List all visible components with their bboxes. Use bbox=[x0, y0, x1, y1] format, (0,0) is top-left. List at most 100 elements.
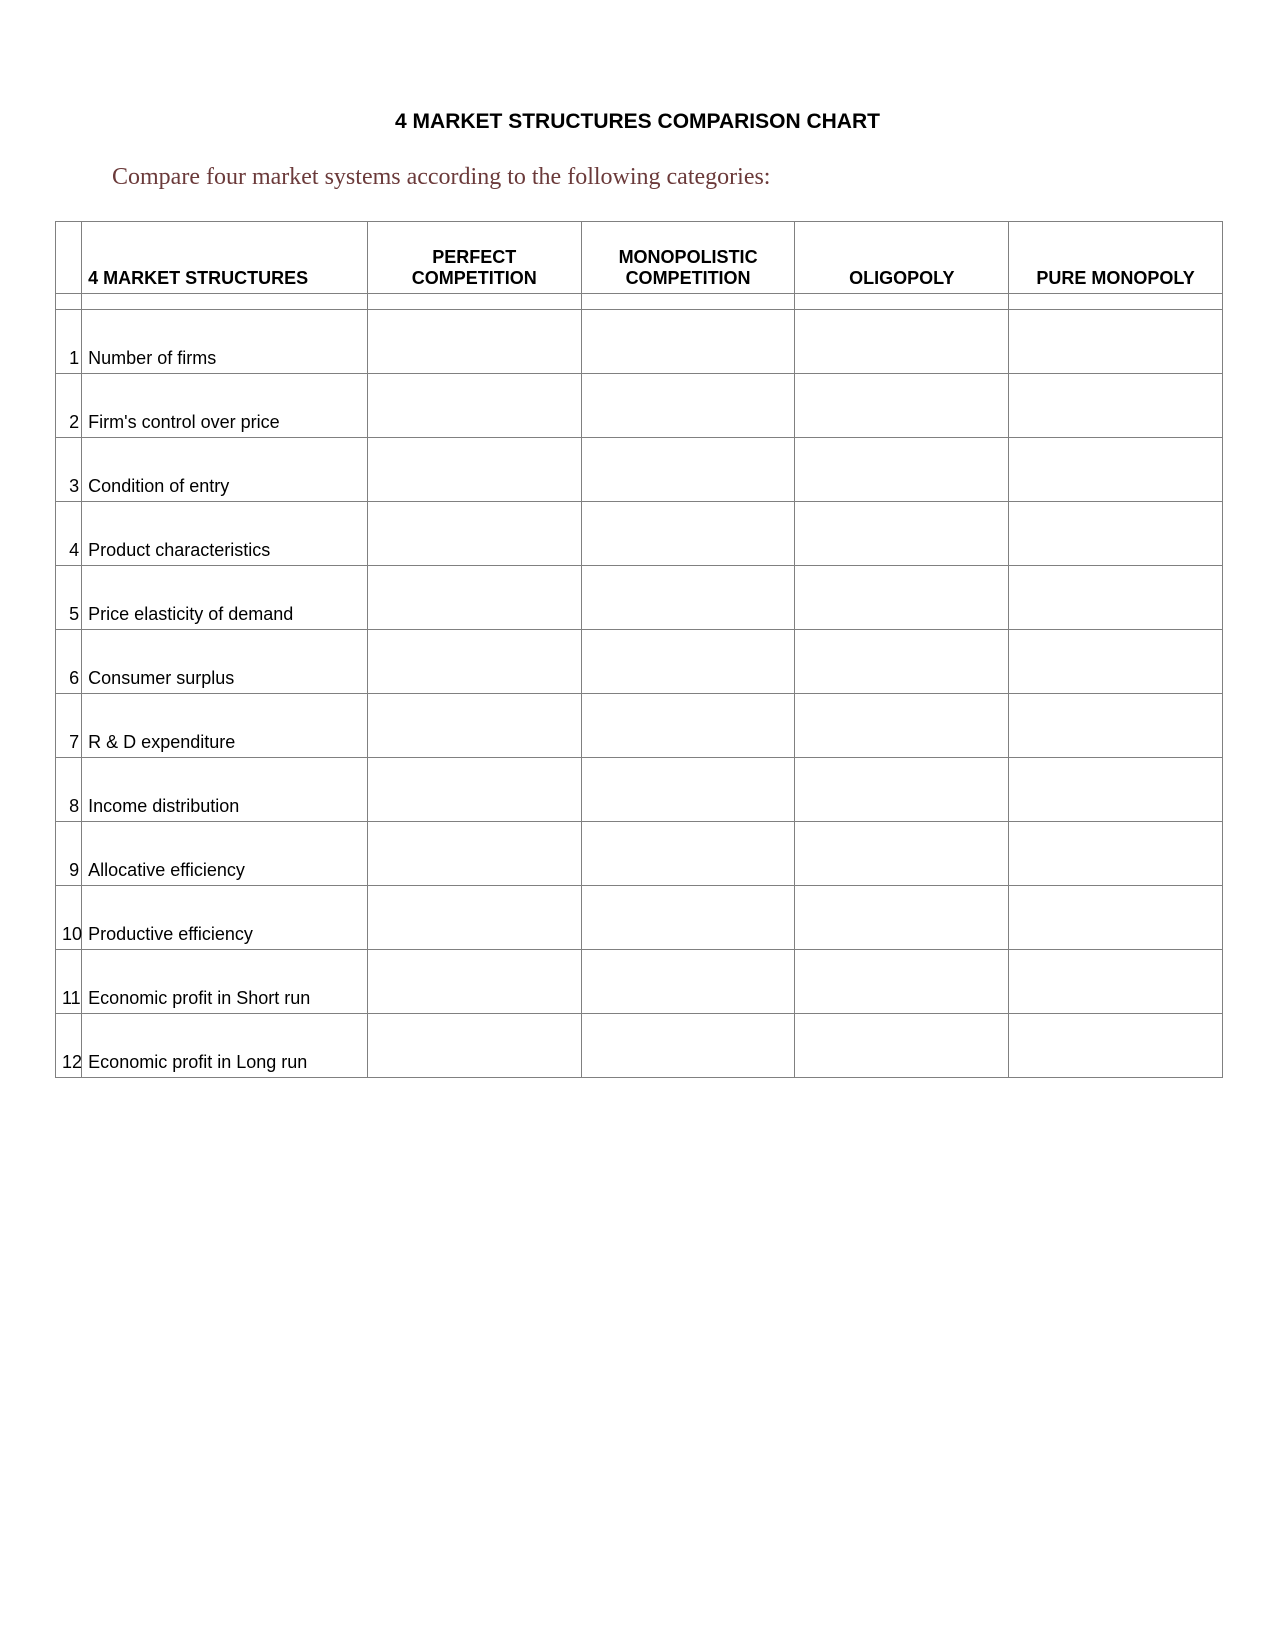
row-category: Economic profit in Short run bbox=[82, 950, 368, 1014]
row-value-monopoly bbox=[1009, 630, 1223, 694]
row-value-monopoly bbox=[1009, 438, 1223, 502]
row-value-oligopoly bbox=[795, 630, 1009, 694]
row-number: 4 bbox=[56, 502, 82, 566]
row-number: 10 bbox=[56, 886, 82, 950]
row-value-monopoly bbox=[1009, 310, 1223, 374]
col-header-monopolistic: MONOPOLISTIC COMPETITION bbox=[581, 222, 795, 294]
row-value-monopolistic bbox=[581, 374, 795, 438]
row-value-perfect bbox=[367, 310, 581, 374]
row-category: Consumer surplus bbox=[82, 630, 368, 694]
row-category: Number of firms bbox=[82, 310, 368, 374]
row-number: 3 bbox=[56, 438, 82, 502]
row-category: Allocative efficiency bbox=[82, 822, 368, 886]
row-category: Productive efficiency bbox=[82, 886, 368, 950]
row-number: 9 bbox=[56, 822, 82, 886]
col-header-number bbox=[56, 222, 82, 294]
row-value-monopolistic bbox=[581, 566, 795, 630]
row-value-oligopoly bbox=[795, 822, 1009, 886]
row-value-perfect bbox=[367, 438, 581, 502]
row-value-monopoly bbox=[1009, 1014, 1223, 1078]
table-header-row: 4 MARKET STRUCTURES PERFECT COMPETITION … bbox=[56, 222, 1223, 294]
row-value-monopolistic bbox=[581, 1014, 795, 1078]
row-value-perfect bbox=[367, 566, 581, 630]
row-value-oligopoly bbox=[795, 566, 1009, 630]
table-row: 5Price elasticity of demand bbox=[56, 566, 1223, 630]
spacer-cell bbox=[82, 294, 368, 310]
table-row: 11Economic profit in Short run bbox=[56, 950, 1223, 1014]
table-row: 7R & D expenditure bbox=[56, 694, 1223, 758]
row-value-monopoly bbox=[1009, 758, 1223, 822]
row-number: 12 bbox=[56, 1014, 82, 1078]
row-value-oligopoly bbox=[795, 886, 1009, 950]
row-value-oligopoly bbox=[795, 374, 1009, 438]
row-value-oligopoly bbox=[795, 438, 1009, 502]
table-row: 10Productive efficiency bbox=[56, 886, 1223, 950]
row-value-monopoly bbox=[1009, 374, 1223, 438]
row-value-monopoly bbox=[1009, 950, 1223, 1014]
row-category: Firm's control over price bbox=[82, 374, 368, 438]
row-value-perfect bbox=[367, 822, 581, 886]
row-category: Income distribution bbox=[82, 758, 368, 822]
col-header-perfect: PERFECT COMPETITION bbox=[367, 222, 581, 294]
row-value-monopoly bbox=[1009, 566, 1223, 630]
col-header-oligopoly: OLIGOPOLY bbox=[795, 222, 1009, 294]
spacer-cell bbox=[1009, 294, 1223, 310]
row-number: 11 bbox=[56, 950, 82, 1014]
row-number: 8 bbox=[56, 758, 82, 822]
table-spacer-row bbox=[56, 294, 1223, 310]
row-value-monopolistic bbox=[581, 438, 795, 502]
row-value-monopolistic bbox=[581, 502, 795, 566]
row-value-monopolistic bbox=[581, 694, 795, 758]
row-value-perfect bbox=[367, 630, 581, 694]
row-value-oligopoly bbox=[795, 1014, 1009, 1078]
col-header-monopoly: PURE MONOPOLY bbox=[1009, 222, 1223, 294]
spacer-cell bbox=[367, 294, 581, 310]
row-number: 1 bbox=[56, 310, 82, 374]
row-value-monopoly bbox=[1009, 886, 1223, 950]
row-value-perfect bbox=[367, 950, 581, 1014]
row-value-perfect bbox=[367, 1014, 581, 1078]
row-category: R & D expenditure bbox=[82, 694, 368, 758]
row-value-monopoly bbox=[1009, 694, 1223, 758]
row-value-perfect bbox=[367, 886, 581, 950]
row-value-monopolistic bbox=[581, 310, 795, 374]
row-category: Product characteristics bbox=[82, 502, 368, 566]
row-category: Price elasticity of demand bbox=[82, 566, 368, 630]
row-value-oligopoly bbox=[795, 310, 1009, 374]
row-value-perfect bbox=[367, 758, 581, 822]
spacer-cell bbox=[581, 294, 795, 310]
row-value-monopoly bbox=[1009, 822, 1223, 886]
table-row: 8Income distribution bbox=[56, 758, 1223, 822]
table-row: 3Condition of entry bbox=[56, 438, 1223, 502]
row-value-oligopoly bbox=[795, 950, 1009, 1014]
table-row: 2Firm's control over price bbox=[56, 374, 1223, 438]
table-row: 4Product characteristics bbox=[56, 502, 1223, 566]
row-value-monopolistic bbox=[581, 950, 795, 1014]
col-header-category: 4 MARKET STRUCTURES bbox=[82, 222, 368, 294]
page-subtitle: Compare four market systems according to… bbox=[112, 164, 1225, 191]
row-value-monopolistic bbox=[581, 758, 795, 822]
row-category: Condition of entry bbox=[82, 438, 368, 502]
table-row: 12Economic profit in Long run bbox=[56, 1014, 1223, 1078]
spacer-cell bbox=[56, 294, 82, 310]
row-value-monopolistic bbox=[581, 886, 795, 950]
row-value-monopolistic bbox=[581, 630, 795, 694]
row-number: 7 bbox=[56, 694, 82, 758]
table-body: 1Number of firms2Firm's control over pri… bbox=[56, 294, 1223, 1078]
row-value-monopoly bbox=[1009, 502, 1223, 566]
document-page: 4 MARKET STRUCTURES COMPARISON CHART Com… bbox=[0, 0, 1275, 1651]
row-category: Economic profit in Long run bbox=[82, 1014, 368, 1078]
row-value-perfect bbox=[367, 502, 581, 566]
row-value-oligopoly bbox=[795, 694, 1009, 758]
spacer-cell bbox=[795, 294, 1009, 310]
table-row: 1Number of firms bbox=[56, 310, 1223, 374]
row-number: 2 bbox=[56, 374, 82, 438]
row-number: 5 bbox=[56, 566, 82, 630]
table-row: 6Consumer surplus bbox=[56, 630, 1223, 694]
row-value-monopolistic bbox=[581, 822, 795, 886]
row-value-perfect bbox=[367, 694, 581, 758]
page-title: 4 MARKET STRUCTURES COMPARISON CHART bbox=[50, 110, 1225, 134]
table-row: 9Allocative efficiency bbox=[56, 822, 1223, 886]
row-value-oligopoly bbox=[795, 502, 1009, 566]
comparison-table: 4 MARKET STRUCTURES PERFECT COMPETITION … bbox=[55, 221, 1223, 1078]
